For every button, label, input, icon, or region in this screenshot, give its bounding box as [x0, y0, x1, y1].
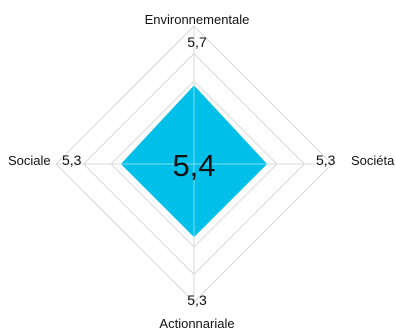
axis-label-sociale: Sociale: [8, 153, 51, 168]
radar-area: [120, 85, 268, 238]
axis-label-societale: Sociétale: [351, 153, 395, 168]
value-label-actionnariale: 5,3: [187, 292, 207, 308]
axis-label-actionnariale: Actionnariale: [159, 316, 234, 331]
overall-score: 5,4: [172, 148, 215, 183]
radar-labels: Environnementale 5,7 Sociétale 5,3 5,3 A…: [8, 12, 395, 331]
value-label-environnementale: 5,7: [187, 34, 207, 50]
value-label-sociale: 5,3: [62, 152, 82, 168]
axis-label-environnementale: Environnementale: [145, 12, 250, 27]
value-label-societale: 5,3: [316, 152, 336, 168]
